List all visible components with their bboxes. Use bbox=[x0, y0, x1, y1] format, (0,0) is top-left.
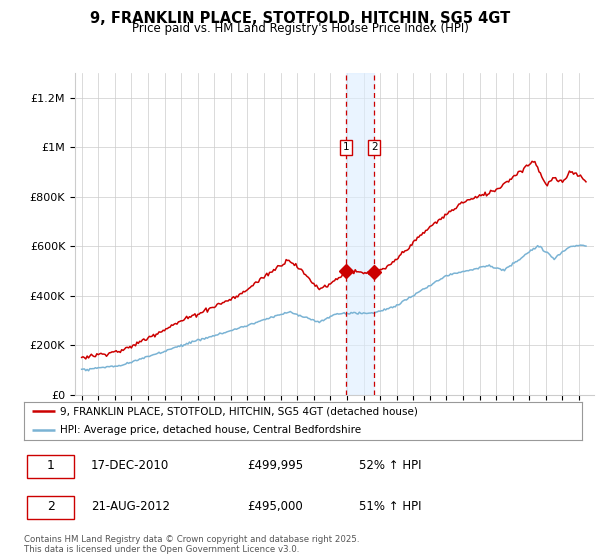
FancyBboxPatch shape bbox=[27, 496, 74, 519]
Text: 1: 1 bbox=[343, 142, 350, 152]
Text: Contains HM Land Registry data © Crown copyright and database right 2025.
This d: Contains HM Land Registry data © Crown c… bbox=[24, 535, 359, 554]
Text: £499,995: £499,995 bbox=[247, 459, 304, 473]
Text: 2: 2 bbox=[371, 142, 377, 152]
FancyBboxPatch shape bbox=[27, 455, 74, 478]
Text: 1: 1 bbox=[47, 459, 55, 473]
Text: £495,000: £495,000 bbox=[247, 500, 303, 513]
Text: 51% ↑ HPI: 51% ↑ HPI bbox=[359, 500, 421, 513]
Text: 9, FRANKLIN PLACE, STOTFOLD, HITCHIN, SG5 4GT: 9, FRANKLIN PLACE, STOTFOLD, HITCHIN, SG… bbox=[90, 11, 510, 26]
Text: HPI: Average price, detached house, Central Bedfordshire: HPI: Average price, detached house, Cent… bbox=[60, 425, 361, 435]
Text: 2: 2 bbox=[47, 500, 55, 513]
Text: 17-DEC-2010: 17-DEC-2010 bbox=[91, 459, 169, 473]
Text: Price paid vs. HM Land Registry's House Price Index (HPI): Price paid vs. HM Land Registry's House … bbox=[131, 22, 469, 35]
Bar bbox=[346, 73, 374, 395]
Text: 21-AUG-2012: 21-AUG-2012 bbox=[91, 500, 170, 513]
Text: 52% ↑ HPI: 52% ↑ HPI bbox=[359, 459, 421, 473]
Text: 9, FRANKLIN PLACE, STOTFOLD, HITCHIN, SG5 4GT (detached house): 9, FRANKLIN PLACE, STOTFOLD, HITCHIN, SG… bbox=[60, 406, 418, 416]
